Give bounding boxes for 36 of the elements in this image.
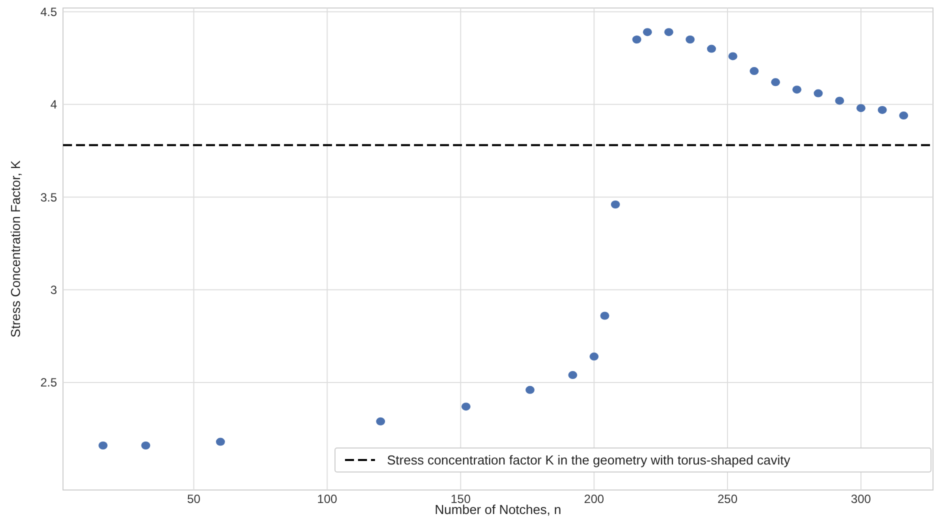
- point: [590, 352, 599, 361]
- point: [728, 52, 738, 60]
- point: [878, 106, 887, 114]
- point: [856, 104, 866, 112]
- x-tick-label: 200: [584, 492, 604, 506]
- y-tick-label: 2.5: [40, 376, 58, 390]
- x-tick-label: 100: [317, 492, 338, 506]
- y-tick-label: 4.5: [40, 4, 58, 19]
- point: [664, 28, 674, 36]
- point: [216, 438, 225, 446]
- point: [461, 402, 470, 411]
- point: [526, 386, 535, 394]
- point: [600, 312, 610, 320]
- legend-label: Stress concentration factor K in the geometry with torus-shaped cavity: [387, 452, 791, 468]
- point: [632, 36, 642, 44]
- point: [642, 28, 652, 36]
- point: [835, 96, 844, 105]
- point: [98, 442, 108, 450]
- point: [899, 112, 908, 120]
- point: [706, 44, 716, 53]
- x-tick-label: 300: [850, 492, 872, 506]
- point: [814, 89, 823, 98]
- y-tick-label: 4: [50, 98, 58, 112]
- y-tick-label: 3.5: [40, 190, 58, 204]
- point: [610, 200, 620, 209]
- x-tick-label: 50: [187, 492, 201, 506]
- point: [750, 67, 759, 76]
- point: [792, 86, 802, 94]
- x-tick-label: 250: [717, 492, 738, 506]
- point: [141, 442, 150, 450]
- point: [686, 36, 695, 44]
- y-tick-label: 3: [50, 282, 58, 297]
- y-axis-title: Stress Concentration Factor, K: [8, 160, 23, 338]
- point: [568, 371, 578, 380]
- point: [376, 417, 386, 426]
- point: [771, 78, 780, 86]
